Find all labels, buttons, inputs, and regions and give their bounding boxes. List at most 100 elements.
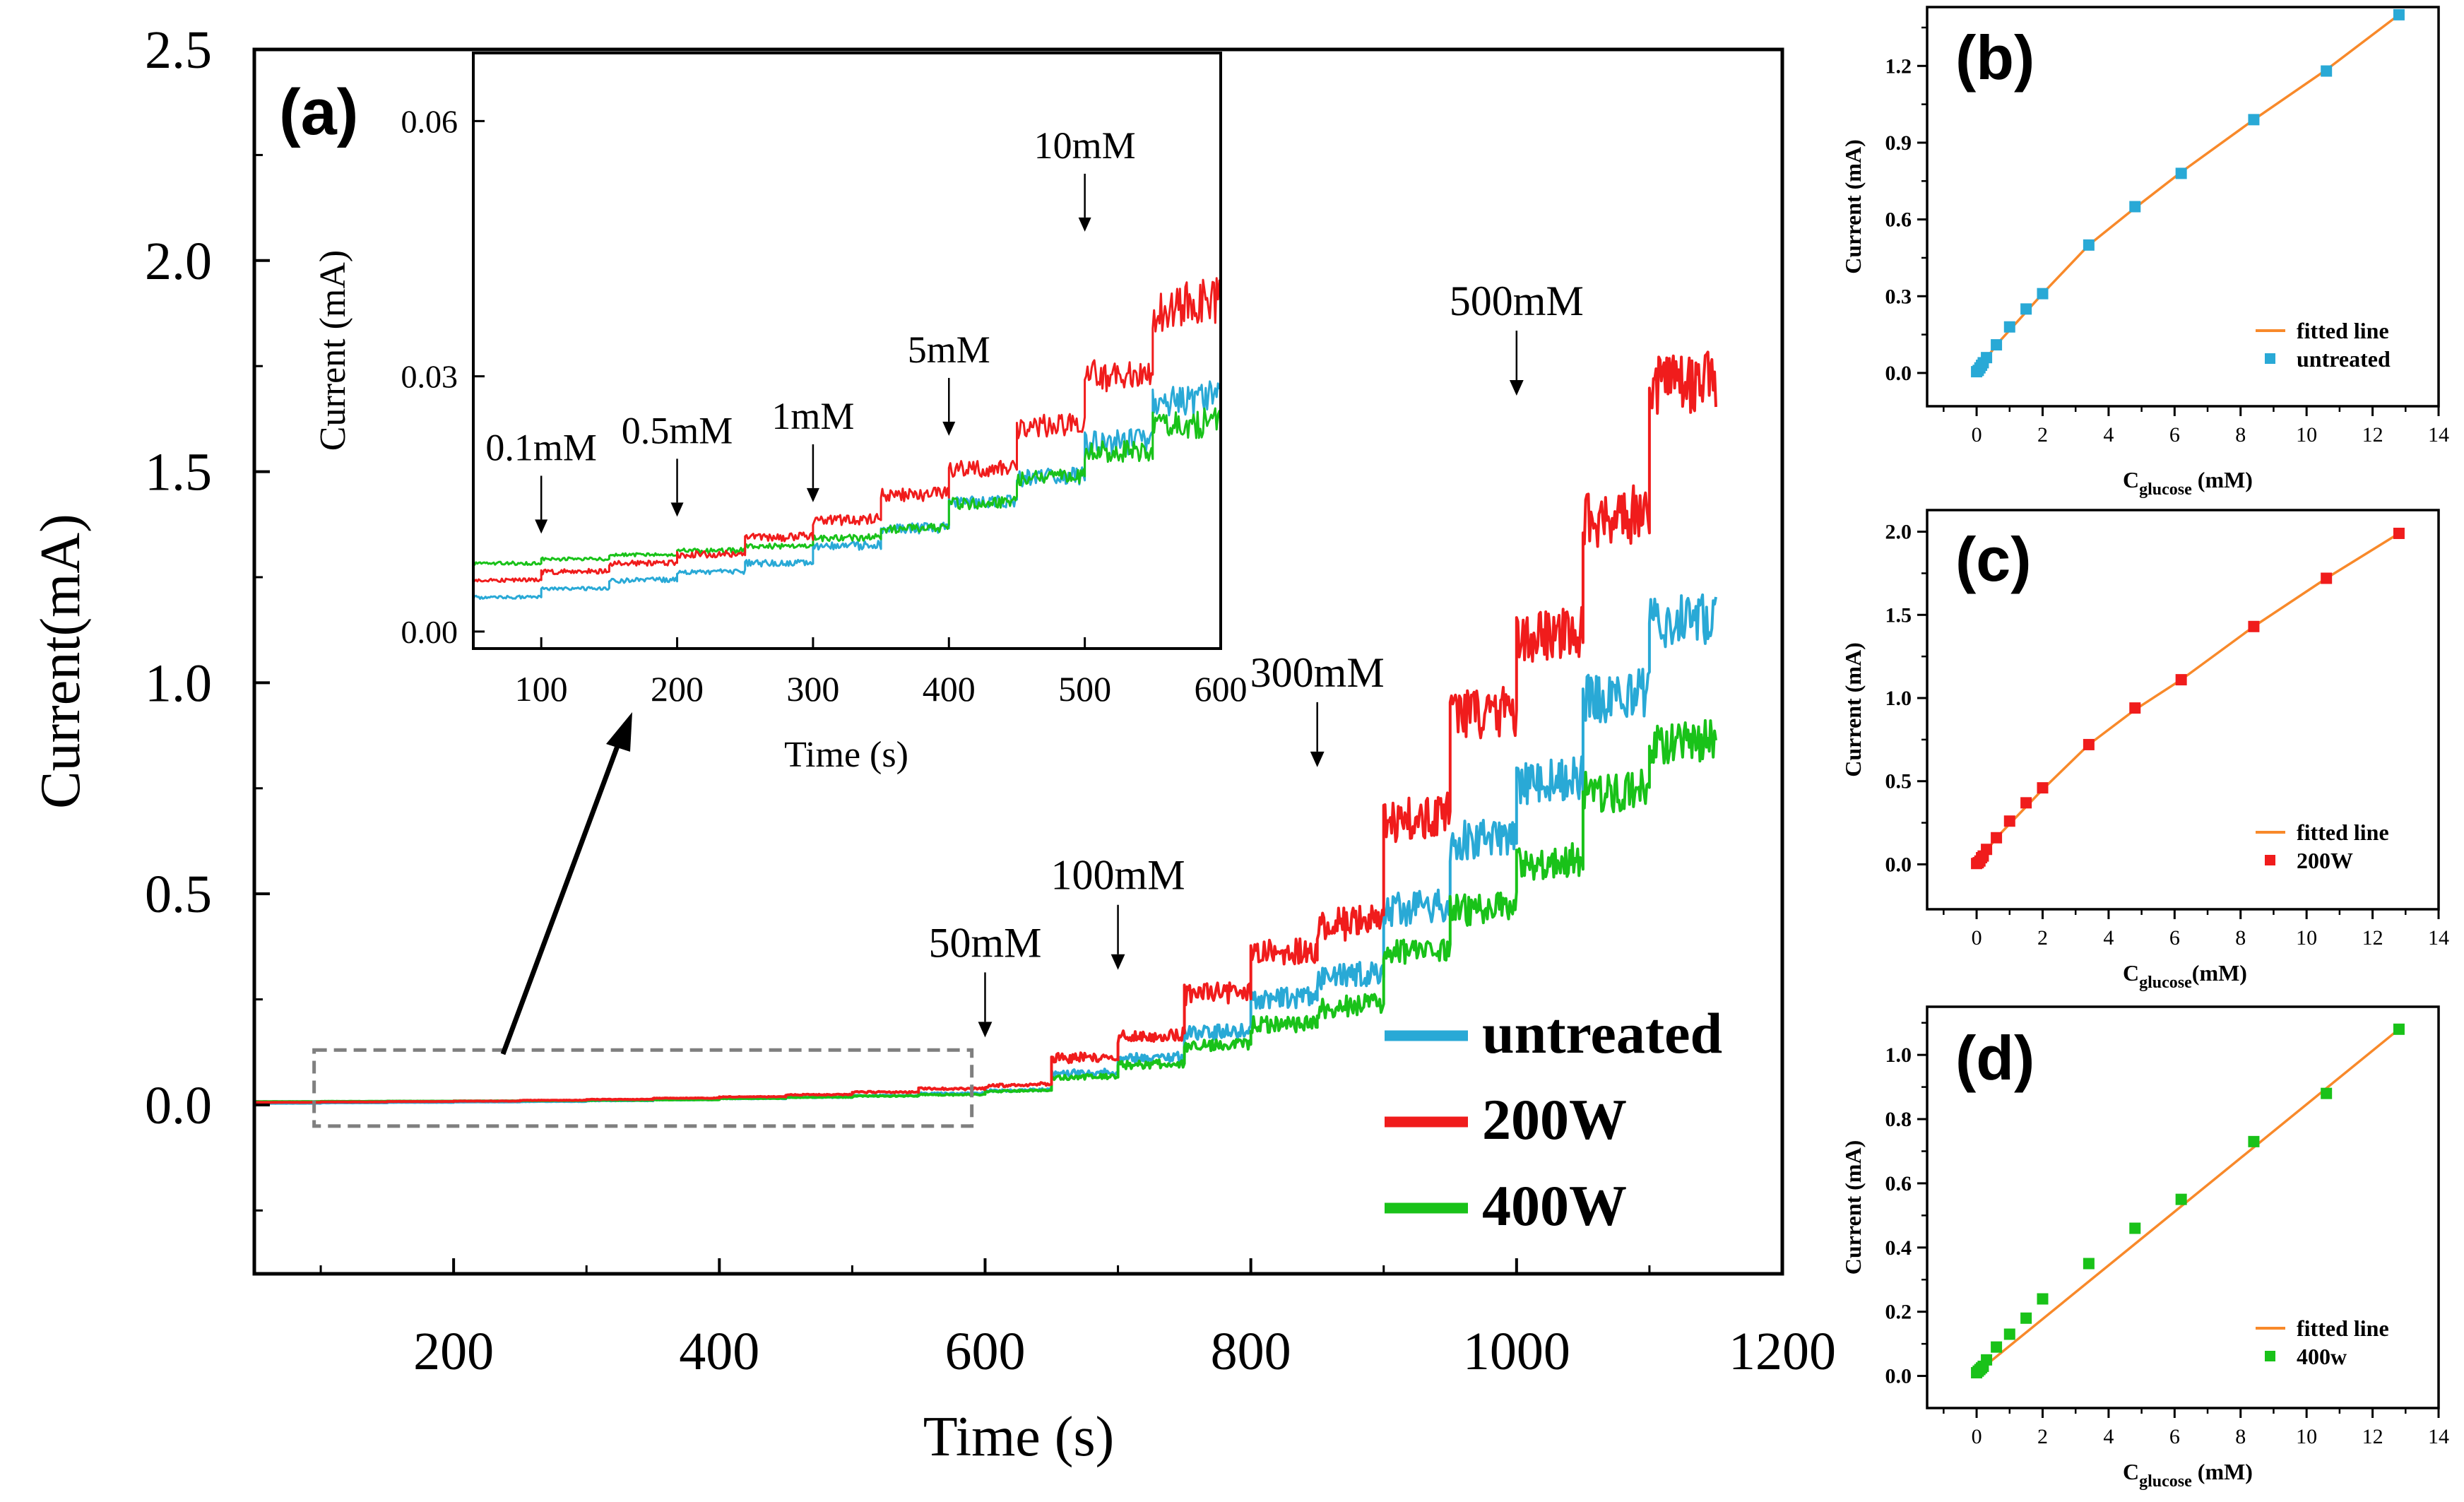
panel-d-data-point [2321, 1087, 2333, 1099]
inset-background [473, 53, 1221, 649]
panel-c-legend-fit-label: fitted line [2297, 820, 2389, 845]
panel-b-data-point [2248, 114, 2260, 126]
panel-d-x-tick-label: 6 [2169, 1425, 2180, 1448]
zoom-arrow-line [500, 733, 624, 1055]
panel-b-data-point [2003, 321, 2015, 333]
panel-d-y-tick-label: 0.8 [1885, 1108, 1912, 1131]
inset-y-tick-label: 0.00 [401, 614, 458, 650]
panel-c-chart: 0 2 4 6 8 10 12 14 0.0 0.5 1.0 1.5 2.0 (c) Current (mA… [1840, 509, 2449, 992]
inset-annotation-label: 0.1mM [485, 426, 597, 468]
panel-c-y-tick-label: 0.5 [1885, 770, 1912, 793]
main-chart: 200 400 600 800 1000 1200 0.0 0.5 1.0 1.5 2.0 2.5 5… [30, 20, 1836, 1468]
main-x-axis-title: Time (s) [923, 1406, 1114, 1468]
inset-annotation-label: 10mM [1034, 124, 1136, 167]
panel-d-y-tick-label: 0.4 [1885, 1236, 1912, 1260]
zoom-box [312, 1048, 974, 1128]
main-annotation-arrowhead [1310, 751, 1325, 767]
panel-b-y-tick-label: 0.6 [1885, 208, 1912, 232]
panel-c-data-point [2248, 620, 2260, 632]
main-annotation-arrowhead [1110, 954, 1125, 970]
panel-d-data-point [1981, 1354, 1993, 1366]
main-x-tick-label: 200 [413, 1322, 494, 1381]
main-annotation-arrowhead [978, 1022, 993, 1038]
panel-d-fitted-line [1975, 1028, 2400, 1374]
inset-y-tick-label: 0.03 [401, 359, 458, 395]
panel-b-x-tick-label: 0 [1972, 423, 1982, 447]
panel-c-x-tick-label: 10 [2296, 926, 2317, 950]
panel-c-x-tick-label: 6 [2169, 926, 2180, 950]
panel-d-x-tick-label: 8 [2235, 1425, 2246, 1448]
panel-d-data-point [2393, 1023, 2405, 1035]
panel-b-chart: 0 2 4 6 8 10 12 14 0.0 0.3 0.6 0.9 1.2 (b) Current (mA… [1840, 6, 2449, 499]
panel-b-x-axis-title: Cglucose (mM) [2123, 467, 2253, 499]
panel-d-data-point [2129, 1222, 2141, 1234]
panel-c-x-tick-label: 0 [1972, 926, 1982, 950]
main-annotation-label: 50mM [928, 919, 1041, 966]
panel-d-y-axis-title: Current (mA) [1840, 1140, 1866, 1275]
panel-b-data-point [2393, 8, 2405, 20]
panel-d-y-tick-label: 1.0 [1885, 1043, 1912, 1067]
panel-d-data-point [2003, 1328, 2015, 1340]
main-ticks: 200 400 600 800 1000 1200 0.0 0.5 1.0 1.5 2.0 2.5 [145, 20, 1836, 1381]
panel-c-data-point [2003, 815, 2015, 827]
main-y-tick-label: 0.0 [145, 1076, 212, 1135]
main-series-group [254, 350, 1717, 1105]
panel-b-x-tick-label: 4 [2103, 423, 2114, 447]
panel-b-data-point [2175, 167, 2187, 179]
panel-d-legend-fit-label: fitted line [2297, 1315, 2389, 1341]
panel-d-label: (d) [1955, 1023, 2034, 1093]
main-y-tick-label: 1.0 [145, 654, 212, 713]
panel-b-legend-point-label: untreated [2297, 346, 2391, 372]
panel-c-data-point [1981, 844, 1993, 856]
panel-d-data-point [1991, 1341, 2003, 1353]
panel-d-x-tick-label: 4 [2103, 1425, 2114, 1448]
panel-d-chart: 0 2 4 6 8 10 12 14 0.0 0.2 0.4 0.6 0.8 1.0 (d) Current … [1840, 1005, 2449, 1491]
panel-d-data-point [2083, 1258, 2095, 1270]
main-y-tick-label: 2.5 [145, 20, 212, 80]
panel-c-x-axis-title: Cglucose(mM) [2123, 960, 2247, 992]
main-x-tick-label: 400 [679, 1322, 759, 1381]
inset-annotation-arrowhead [535, 519, 548, 534]
inset-plot-frame [472, 52, 1222, 650]
main-annotation-label: 500mM [1450, 278, 1584, 324]
panel-c-y-tick-label: 2.0 [1885, 521, 1912, 544]
panel-b-data-point [2083, 239, 2095, 251]
panel-d-frame [1926, 1005, 2440, 1409]
inset-x-tick-label: 300 [786, 669, 839, 709]
main-plot-frame [252, 47, 1784, 1276]
main-x-tick-label: 1000 [1463, 1322, 1570, 1381]
panel-b-x-tick-label: 6 [2169, 423, 2180, 447]
panel-c-y-tick-label: 0.0 [1885, 853, 1912, 876]
inset-series-200w [472, 277, 1222, 584]
inset-series-400w [473, 407, 1222, 567]
inset-x-tick-label: 100 [515, 669, 568, 709]
panel-d-data-point [2175, 1193, 2187, 1205]
panel-d-y-tick-label: 0.0 [1885, 1365, 1912, 1388]
panel-b-y-tick-label: 0.9 [1885, 131, 1912, 155]
panel-b-x-tick-label: 14 [2428, 423, 2449, 447]
main-x-tick-label: 1200 [1729, 1322, 1836, 1381]
inset-x-tick-label: 400 [923, 669, 976, 709]
panel-d-x-tick-label: 14 [2428, 1425, 2449, 1448]
main-panel-label: (a) [279, 76, 358, 148]
zoom-arrow-head [606, 712, 632, 752]
inset-annotation-arrowhead [806, 487, 819, 502]
panel-b-x-tick-label: 8 [2235, 423, 2246, 447]
panel-c-y-tick-label: 1.0 [1885, 687, 1912, 710]
inset-x-tick-label: 600 [1195, 669, 1248, 709]
panel-d-data-point [2248, 1135, 2260, 1147]
panel-c-data-point [2083, 738, 2095, 750]
main-annotation-label: 100mM [1051, 852, 1185, 899]
inset-annotation-arrowhead [942, 421, 956, 436]
inset-annotation-arrowhead [670, 502, 684, 517]
inset-series-group [472, 277, 1222, 601]
panel-b-legend-point-swatch [2265, 353, 2275, 364]
main-y-tick-label: 1.5 [145, 443, 212, 502]
main-annotation-label: 300mM [1250, 649, 1385, 696]
inset-annotation-label: 5mM [908, 329, 990, 371]
panel-b-y-axis-title: Current (mA) [1840, 139, 1866, 273]
panel-c-label: (c) [1955, 524, 2032, 594]
legend-label-400w: 400W [1482, 1173, 1627, 1238]
